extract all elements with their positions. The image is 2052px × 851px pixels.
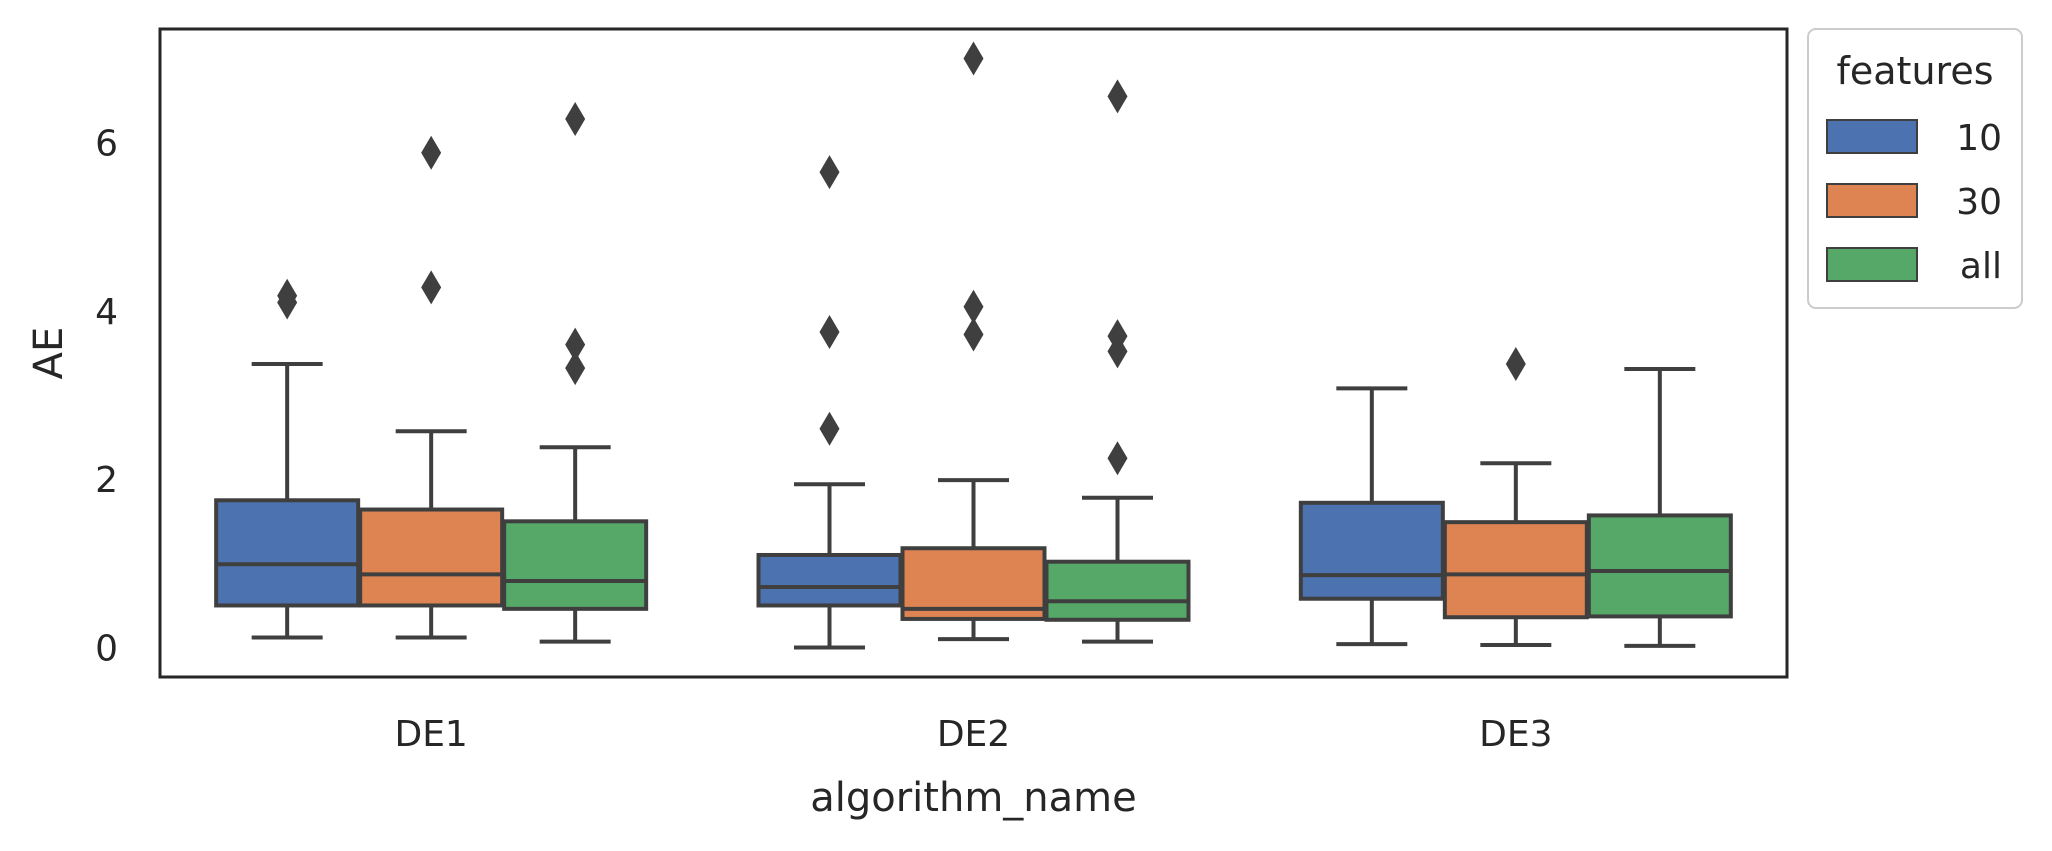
- outlier-point: [421, 135, 442, 170]
- plot-frame: [158, 27, 1789, 679]
- legend-frame: [1807, 28, 2023, 309]
- box: [1298, 500, 1445, 601]
- box: [1442, 520, 1589, 620]
- box: [1586, 513, 1733, 619]
- box-group: [756, 155, 903, 650]
- box-group: [1044, 79, 1191, 644]
- outlier-point: [1107, 79, 1128, 114]
- outlier-point: [565, 351, 586, 386]
- box: [1044, 559, 1191, 622]
- outlier-point: [963, 41, 984, 76]
- box: [502, 519, 649, 611]
- box: [358, 507, 505, 608]
- box-group: [900, 41, 1047, 642]
- x-axis-label: algorithm_name: [810, 775, 1136, 821]
- outlier-point: [421, 270, 442, 305]
- legend-title: features: [1837, 49, 1994, 93]
- y-tick-label: 6: [95, 124, 118, 165]
- legend-swatch: [1826, 119, 1918, 154]
- legend-entry-label: all: [1960, 246, 2002, 287]
- outlier-point: [1107, 441, 1128, 476]
- outlier-point: [565, 327, 586, 362]
- x-tick-label: DE3: [1479, 714, 1552, 755]
- y-tick-label: 4: [95, 292, 118, 333]
- outlier-point: [963, 317, 984, 352]
- box-group: [1586, 366, 1733, 648]
- outlier-point: [277, 278, 298, 313]
- x-axis: DE1 DE2 DE3: [394, 714, 1552, 755]
- legend-entry-label: 10: [1956, 118, 2002, 159]
- y-axis-label: AE: [26, 327, 72, 380]
- outlier-point: [565, 102, 586, 137]
- legend: features 10 30 all: [1807, 28, 2023, 309]
- legend-entry-label: 30: [1956, 182, 2002, 223]
- box-group: [1442, 346, 1589, 648]
- outlier-point: [1505, 346, 1526, 381]
- outlier-point: [819, 411, 840, 446]
- x-tick-label: DE1: [394, 714, 467, 755]
- box-group: [214, 278, 361, 640]
- x-tick-label: DE2: [937, 714, 1010, 755]
- y-tick-label: 2: [95, 460, 118, 501]
- box-group: [358, 135, 505, 640]
- box: [756, 552, 903, 608]
- plot-area: [214, 41, 1733, 650]
- y-tick-label: 0: [95, 629, 118, 670]
- legend-swatch: [1826, 183, 1918, 218]
- outlier-point: [819, 314, 840, 349]
- box-group: [502, 102, 649, 644]
- legend-swatch: [1826, 247, 1918, 282]
- outlier-point: [819, 155, 840, 190]
- box: [214, 498, 361, 608]
- box-group: [1298, 386, 1445, 647]
- outlier-point: [963, 289, 984, 324]
- y-axis: 0 2 4 6: [95, 124, 118, 670]
- outlier-point: [1107, 319, 1128, 354]
